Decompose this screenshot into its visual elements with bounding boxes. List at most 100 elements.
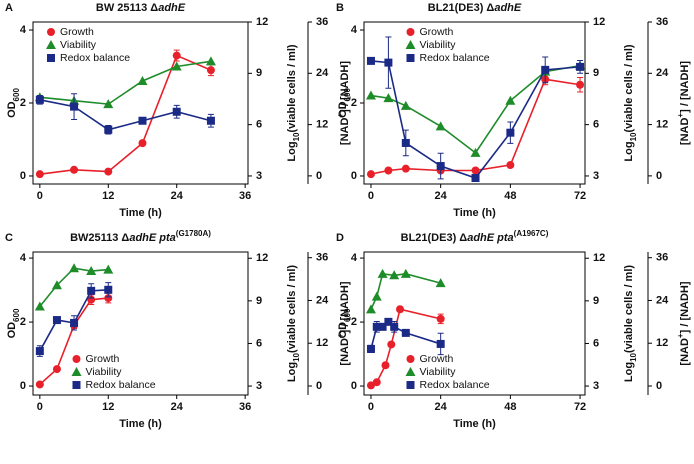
y3-tick-label: 12 bbox=[316, 337, 328, 349]
data-point bbox=[401, 138, 410, 147]
data-point bbox=[206, 66, 215, 75]
y3-tick-label: 0 bbox=[316, 380, 322, 392]
y-tick-label: 4 bbox=[20, 24, 27, 36]
data-point bbox=[372, 322, 381, 331]
y2-tick-label: 6 bbox=[256, 337, 262, 349]
data-point bbox=[34, 301, 45, 311]
data-point bbox=[70, 102, 79, 111]
series-line bbox=[39, 267, 109, 308]
y3-tick-label: 24 bbox=[316, 67, 329, 79]
series-line bbox=[370, 60, 581, 179]
x-tick-label: 36 bbox=[239, 401, 251, 413]
legend-marker bbox=[406, 54, 415, 62]
data-point bbox=[506, 128, 515, 137]
y-axis-label: OD600 bbox=[337, 308, 352, 338]
y2-axis-label-part: Log bbox=[286, 141, 298, 161]
x-tick-label: 0 bbox=[368, 190, 374, 202]
data-point bbox=[377, 268, 388, 278]
data-point bbox=[172, 107, 181, 116]
y3-tick-label: 12 bbox=[656, 337, 668, 349]
y3-axis-label: [NAD+] / [NADH] bbox=[676, 281, 691, 365]
data-point bbox=[69, 263, 80, 273]
data-point bbox=[378, 322, 387, 331]
y-tick-label: 0 bbox=[20, 170, 26, 182]
data-point bbox=[35, 170, 44, 179]
y-tick-label: 4 bbox=[20, 252, 27, 264]
panel-letter: C bbox=[5, 232, 13, 244]
data-point bbox=[401, 328, 410, 337]
y3-axis-label-part: [NAD bbox=[679, 338, 691, 366]
y2-axis-label-part: (viable cells / ml) bbox=[623, 44, 635, 132]
y2-tick-label: 9 bbox=[593, 67, 599, 79]
y2-axis-label: Log10(viable cells / ml) bbox=[623, 44, 638, 161]
y2-axis-label-part: (viable cells / ml) bbox=[286, 44, 298, 132]
y2-tick-label: 3 bbox=[593, 170, 599, 182]
data-point bbox=[51, 280, 62, 290]
panel-title: BW 25113 ΔadhE bbox=[96, 2, 186, 14]
y2-tick-label: 12 bbox=[593, 16, 605, 28]
legend-label: Viability bbox=[420, 39, 457, 51]
panel-title-part: BL21(DE3) Δ bbox=[401, 232, 468, 244]
y-tick-label: 2 bbox=[20, 97, 26, 109]
y2-axis-label: Log10(viable cells / ml) bbox=[623, 265, 638, 382]
x-tick-label: 48 bbox=[504, 190, 516, 202]
data-point bbox=[103, 99, 114, 109]
panel-title-part: adhE pta bbox=[467, 232, 513, 244]
y-tick-label: 0 bbox=[351, 170, 357, 182]
data-point bbox=[576, 62, 585, 71]
legend-label: Viability bbox=[420, 366, 457, 378]
y3-tick-label: 12 bbox=[316, 118, 328, 130]
y3-axis-label-part: [NAD bbox=[339, 338, 351, 366]
data-point bbox=[172, 51, 181, 60]
y-tick-label: 4 bbox=[351, 24, 358, 36]
plot-frame bbox=[363, 251, 586, 396]
x-axis-label: Time (h) bbox=[119, 418, 162, 430]
x-tick-label: 12 bbox=[102, 190, 114, 202]
x-axis-label: Time (h) bbox=[453, 207, 496, 219]
legend-marker bbox=[47, 54, 55, 62]
y-axis-label-part: 600 bbox=[343, 88, 352, 102]
data-point bbox=[384, 166, 393, 175]
legend-label: Redox balance bbox=[60, 52, 130, 64]
data-point bbox=[372, 378, 381, 387]
data-point bbox=[383, 93, 394, 103]
data-point bbox=[381, 361, 390, 370]
x-tick-label: 24 bbox=[171, 401, 184, 413]
data-point bbox=[371, 291, 382, 301]
y2-axis-label-part: 10 bbox=[292, 132, 301, 141]
data-point bbox=[205, 56, 216, 66]
y2-tick-label: 3 bbox=[256, 170, 262, 182]
data-point bbox=[384, 317, 393, 326]
data-point bbox=[366, 170, 375, 179]
data-point bbox=[104, 125, 113, 134]
data-point bbox=[137, 76, 148, 86]
y2-tick-label: 12 bbox=[256, 16, 268, 28]
data-point bbox=[400, 268, 411, 278]
y2-tick-label: 6 bbox=[593, 337, 599, 349]
legend-label: Growth bbox=[420, 26, 454, 38]
y2-tick-label: 9 bbox=[256, 295, 262, 307]
data-point bbox=[401, 164, 410, 173]
y-axis-label-part: OD bbox=[337, 322, 349, 339]
y3-axis-label-part: [NAD bbox=[679, 118, 691, 146]
data-point bbox=[87, 286, 96, 295]
y3-tick-label: 12 bbox=[656, 118, 668, 130]
y-axis-label-part: 600 bbox=[343, 308, 352, 322]
legend-marker bbox=[47, 28, 55, 36]
y3-axis-label-part: ] / [NADH] bbox=[339, 281, 351, 333]
data-point bbox=[104, 167, 113, 176]
series-line bbox=[370, 272, 441, 310]
y2-axis-label: Log10(viable cells / ml) bbox=[286, 265, 301, 382]
y3-tick-label: 36 bbox=[316, 252, 328, 264]
legend-label: Redox balance bbox=[420, 52, 490, 64]
panel-title-part: adhE bbox=[158, 2, 186, 14]
data-point bbox=[541, 65, 550, 74]
y-axis-label-part: OD bbox=[6, 101, 18, 118]
legend-marker bbox=[71, 367, 82, 376]
data-point bbox=[470, 147, 481, 157]
y3-axis-label: [NAD+] / [NADH] bbox=[676, 61, 691, 145]
legend-label: Redox balance bbox=[420, 379, 490, 391]
panel-title: BW25113 ΔadhE pta(G1780A) bbox=[70, 229, 211, 244]
x-tick-label: 72 bbox=[574, 401, 586, 413]
y2-tick-label: 12 bbox=[593, 252, 605, 264]
